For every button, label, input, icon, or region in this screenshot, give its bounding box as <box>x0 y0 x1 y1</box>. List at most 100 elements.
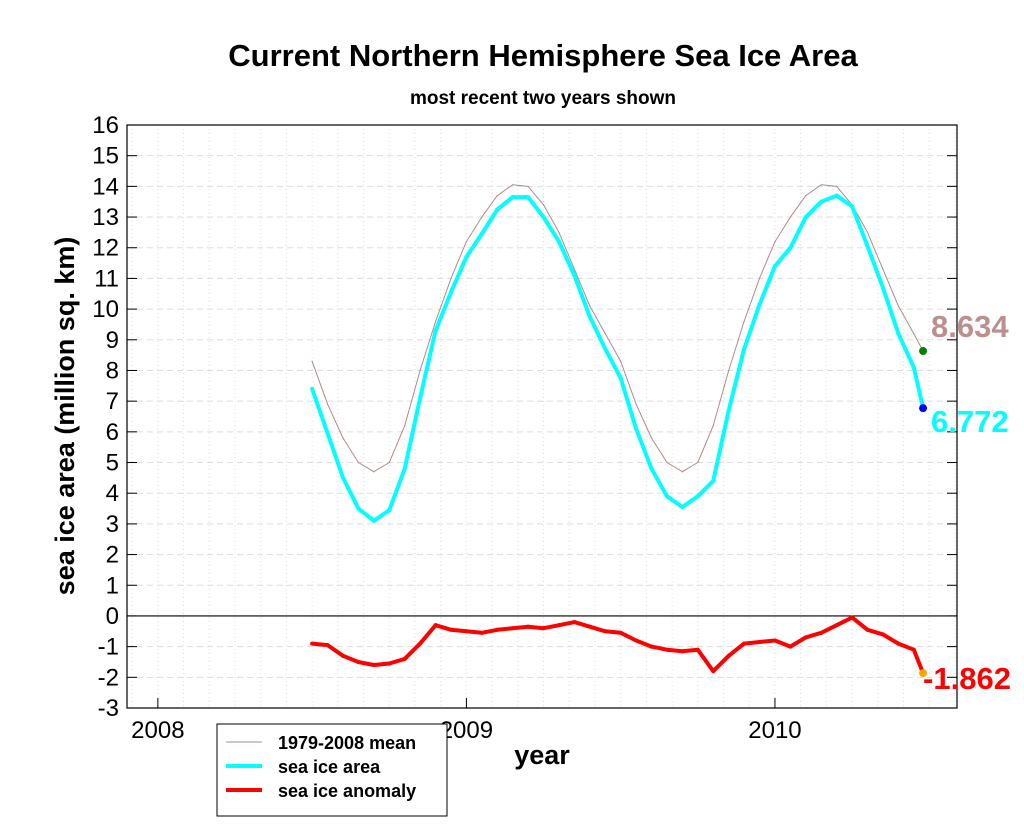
y-tick-label: -1 <box>98 634 119 661</box>
data-point <box>310 386 315 391</box>
end-marker <box>919 669 928 678</box>
series-lines <box>310 184 926 676</box>
y-tick-label: 6 <box>106 419 119 446</box>
data-point <box>634 426 639 431</box>
data-point <box>757 640 762 645</box>
data-point <box>634 638 639 643</box>
data-point <box>527 185 529 187</box>
data-point <box>495 207 500 212</box>
data-point <box>387 661 392 666</box>
y-tick-label: 5 <box>106 450 119 477</box>
data-point <box>711 669 716 674</box>
y-tick-label: 8 <box>106 357 119 384</box>
y-axis-label: sea ice area (million sq. km) <box>50 237 80 596</box>
data-point <box>882 268 884 270</box>
data-point <box>836 185 838 187</box>
y-tick-label: 16 <box>92 112 119 139</box>
data-point <box>512 184 514 186</box>
data-point <box>510 626 515 631</box>
plot-frame <box>126 124 958 709</box>
data-point <box>448 290 453 295</box>
x-axis-label: year <box>514 740 570 770</box>
data-point <box>373 471 375 473</box>
data-point <box>728 369 730 372</box>
data-point <box>911 365 916 370</box>
data-point <box>310 641 315 646</box>
data-point <box>649 644 654 649</box>
data-point <box>587 314 592 319</box>
y-tick-label: 1 <box>106 572 119 599</box>
data-point <box>371 663 376 668</box>
data-point <box>464 629 469 634</box>
y-tick-label: 2 <box>106 542 119 569</box>
data-point <box>820 184 822 186</box>
data-point <box>618 630 623 635</box>
data-point <box>772 264 777 269</box>
data-point <box>866 231 869 233</box>
data-point <box>742 346 747 351</box>
data-point <box>649 466 654 471</box>
y-tick-label: -3 <box>98 695 119 722</box>
data-point <box>402 656 407 661</box>
data-point <box>913 333 915 335</box>
data-point <box>803 215 808 220</box>
data-point <box>495 627 500 632</box>
y-tick-label: 9 <box>106 327 119 354</box>
data-point <box>526 624 531 629</box>
data-point <box>850 204 855 209</box>
y-tick-label: 11 <box>94 265 119 292</box>
data-point <box>681 471 683 473</box>
end-marker <box>919 347 928 356</box>
data-point <box>481 216 483 218</box>
x-tick-label: 2008 <box>131 717 184 744</box>
data-point <box>695 647 700 652</box>
data-point <box>402 466 407 471</box>
data-point <box>819 199 824 204</box>
data-point <box>342 437 344 439</box>
data-point <box>556 623 561 628</box>
data-point <box>496 194 498 197</box>
data-point <box>418 396 423 401</box>
data-point <box>880 632 885 637</box>
data-point <box>897 305 899 307</box>
data-point <box>419 369 421 372</box>
sea-ice-area-line <box>310 193 926 523</box>
data-point <box>664 494 669 499</box>
data-point <box>434 320 437 322</box>
data-point <box>880 285 885 290</box>
data-point <box>479 630 484 635</box>
mean-line <box>311 184 924 473</box>
y-tick-label: 0 <box>106 603 119 630</box>
data-point <box>603 629 608 634</box>
legend-box <box>216 723 448 817</box>
data-point <box>465 241 468 243</box>
data-point <box>448 627 453 632</box>
data-point <box>572 620 577 625</box>
data-point <box>865 627 870 632</box>
data-point <box>742 641 747 646</box>
x-tick-label: 2010 <box>748 717 801 744</box>
y-tick-label: 12 <box>92 235 119 262</box>
data-point <box>711 478 716 483</box>
data-point <box>589 305 591 307</box>
data-point <box>558 231 560 233</box>
end-marker <box>919 404 928 413</box>
data-point <box>680 649 685 654</box>
data-point <box>556 239 561 244</box>
data-point <box>680 505 685 510</box>
data-point <box>418 641 423 646</box>
data-point <box>712 425 714 427</box>
data-point <box>356 506 361 511</box>
legend-label-anomaly: sea ice anomaly <box>278 781 416 801</box>
data-point <box>326 403 329 405</box>
y-tick-label: 3 <box>106 511 119 538</box>
data-point <box>743 320 745 322</box>
data-point <box>758 277 761 280</box>
end-value-labels: 8.634 6.772 -1.862 <box>919 309 1011 696</box>
data-point <box>666 461 668 464</box>
data-point <box>541 626 546 631</box>
chart-subtitle: most recent two years shown <box>410 88 676 109</box>
data-point <box>572 273 577 278</box>
data-point <box>834 623 839 628</box>
